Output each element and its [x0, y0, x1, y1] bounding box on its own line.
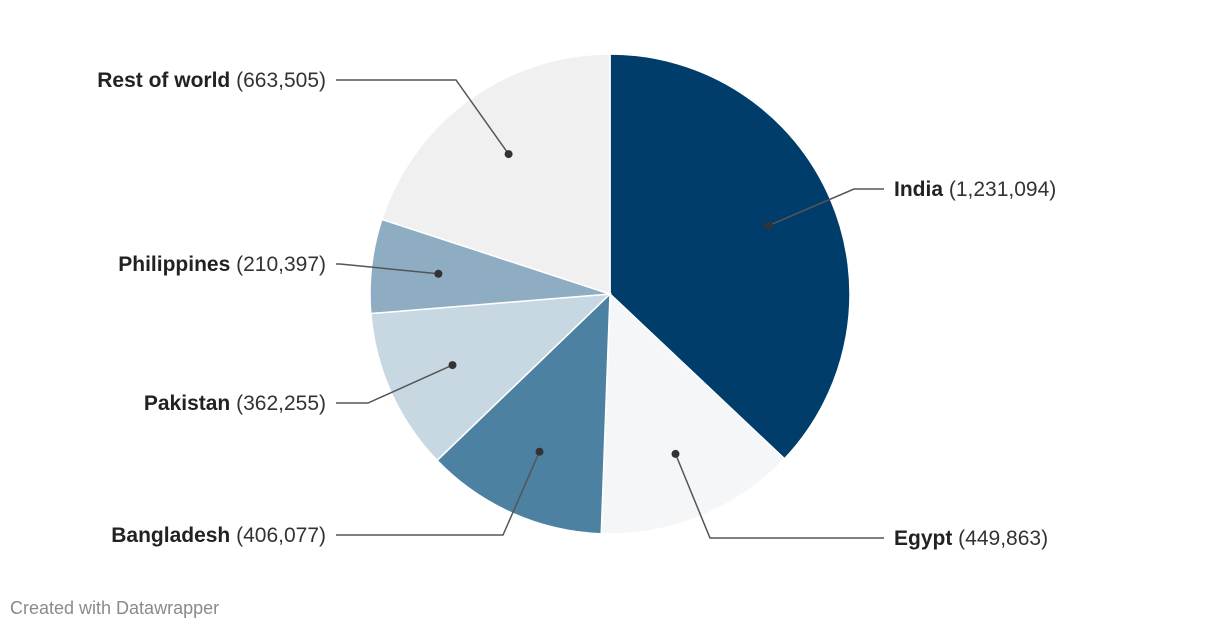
slice-labels: India (1,231,094) Egypt (449,863) Banglade… — [97, 69, 1056, 550]
leader-line-rest-of-world — [336, 79, 510, 155]
leader-dot-egypt — [671, 449, 680, 458]
slice-label-name: Rest of world — [97, 69, 230, 92]
slice-label-name: Philippines — [118, 253, 230, 276]
leader-dot-philippines — [434, 269, 443, 278]
slice-label-rest-of-world: Rest of world (663,505) — [97, 69, 326, 92]
slice-label-india: India (1,231,094) — [894, 178, 1056, 201]
slice-label-value: (406,077) — [230, 524, 326, 547]
slice-label-bangladesh: Bangladesh (406,077) — [111, 524, 326, 547]
slice-label-value: (1,231,094) — [943, 178, 1056, 201]
slice-label-pakistan: Pakistan (362,255) — [144, 392, 326, 415]
slice-label-name: Pakistan — [144, 392, 230, 415]
datawrapper-credit[interactable]: Created with Datawrapper — [10, 598, 220, 618]
leader-dot-india — [764, 221, 773, 230]
slice-label-value: (210,397) — [230, 253, 326, 276]
leader-dot-pakistan — [448, 361, 457, 370]
slice-label-value: (449,863) — [952, 527, 1048, 550]
leader-dot-bangladesh — [535, 447, 544, 456]
slice-label-value: (663,505) — [230, 69, 326, 92]
leader-line-philippines — [336, 263, 439, 275]
leader-dot-rest-of-world — [504, 150, 513, 159]
leader-line-egypt — [674, 453, 884, 539]
pie-slices — [369, 53, 851, 535]
leader-line-pakistan — [336, 364, 453, 404]
slice-label-name: Egypt — [894, 527, 952, 550]
slice-label-philippines: Philippines (210,397) — [118, 253, 326, 276]
slice-label-value: (362,255) — [230, 392, 326, 415]
leader-line-bangladesh — [336, 451, 541, 536]
slice-label-egypt: Egypt (449,863) — [894, 527, 1048, 550]
leader-lines — [336, 79, 884, 539]
slice-label-name: Bangladesh — [111, 524, 230, 547]
leader-line-india — [768, 188, 884, 227]
slice-label-name: India — [894, 178, 943, 201]
